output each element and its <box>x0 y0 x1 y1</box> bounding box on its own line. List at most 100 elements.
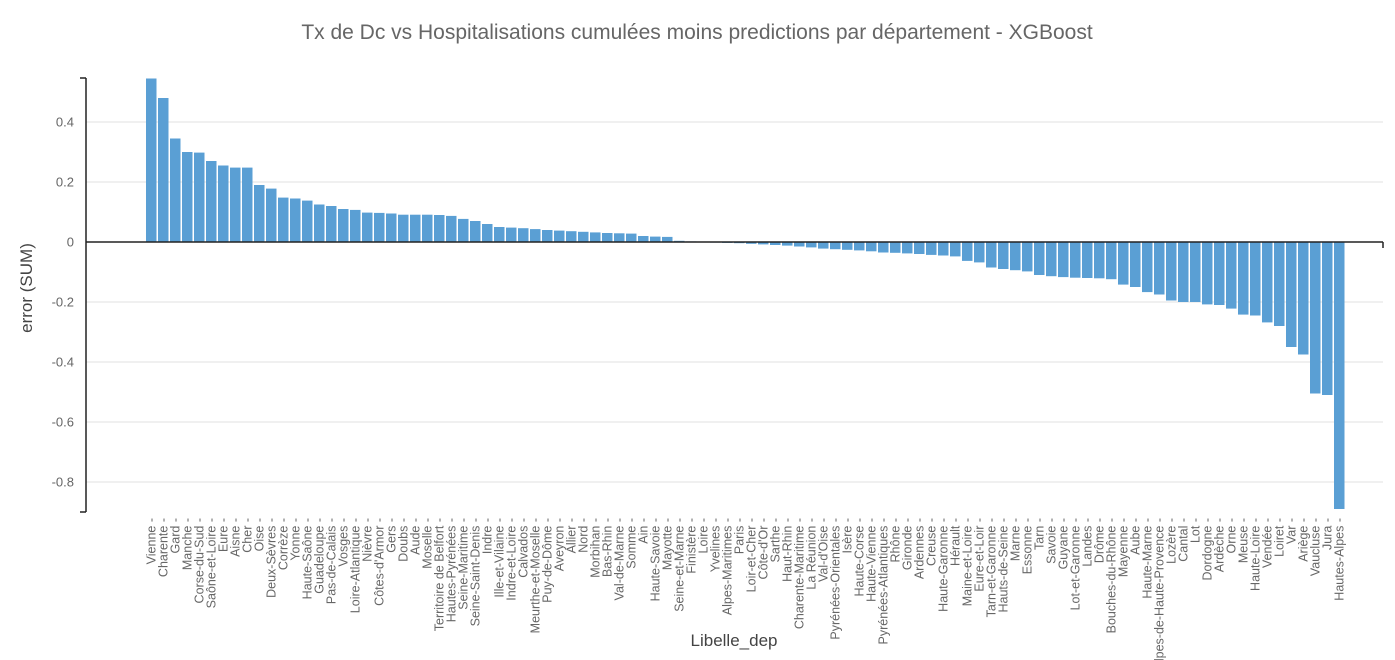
bar[interactable] <box>170 138 181 243</box>
bar[interactable] <box>662 236 673 242</box>
bar[interactable] <box>1178 242 1189 302</box>
bar[interactable] <box>878 242 889 253</box>
bar[interactable] <box>902 242 913 254</box>
bar[interactable] <box>1238 242 1249 315</box>
bar[interactable] <box>290 198 301 243</box>
bar[interactable] <box>746 242 757 244</box>
x-category-label: Savoie - <box>1044 518 1058 564</box>
bar[interactable] <box>914 242 925 254</box>
bar[interactable] <box>1226 242 1237 309</box>
bar[interactable] <box>410 214 421 242</box>
bar[interactable] <box>482 224 493 242</box>
x-category-label: Loiret - <box>1272 518 1286 557</box>
bar[interactable] <box>866 242 877 252</box>
bar[interactable] <box>602 233 613 242</box>
bar[interactable] <box>650 236 661 242</box>
bar[interactable] <box>314 204 325 243</box>
bar[interactable] <box>1034 242 1045 275</box>
bar[interactable] <box>578 231 589 242</box>
bar[interactable] <box>1118 242 1129 285</box>
bar[interactable] <box>374 212 385 242</box>
bar[interactable] <box>1166 242 1177 301</box>
bar[interactable] <box>1058 242 1069 278</box>
bar[interactable] <box>554 230 565 242</box>
bar[interactable] <box>158 98 169 242</box>
bar[interactable] <box>182 152 193 242</box>
bar[interactable] <box>254 185 265 242</box>
bar[interactable] <box>1022 242 1033 272</box>
bar[interactable] <box>242 167 253 242</box>
bar[interactable] <box>938 242 949 256</box>
bar[interactable] <box>1070 242 1081 278</box>
bar[interactable] <box>926 242 937 255</box>
bars <box>146 78 1345 509</box>
x-category-label: Territoire de Belfort - <box>432 518 446 631</box>
bar[interactable] <box>566 231 577 242</box>
bar[interactable] <box>1202 242 1213 305</box>
bar[interactable] <box>758 242 769 245</box>
bar[interactable] <box>998 242 1009 269</box>
bar[interactable] <box>398 214 409 242</box>
bar[interactable] <box>1142 242 1153 293</box>
bar[interactable] <box>1214 242 1225 305</box>
bar[interactable] <box>1310 242 1321 394</box>
bar[interactable] <box>950 242 961 257</box>
bar[interactable] <box>1046 242 1057 277</box>
bar[interactable] <box>806 242 817 248</box>
bar[interactable] <box>854 242 865 251</box>
bar[interactable] <box>266 188 277 242</box>
bar[interactable] <box>1130 242 1141 287</box>
bar[interactable] <box>1322 242 1333 395</box>
bar[interactable] <box>1298 242 1309 355</box>
bar[interactable] <box>338 209 349 242</box>
bar[interactable] <box>494 227 505 242</box>
bar[interactable] <box>1082 242 1093 278</box>
bar[interactable] <box>1334 242 1345 509</box>
bar[interactable] <box>542 230 553 242</box>
bar[interactable] <box>146 78 157 243</box>
bar[interactable] <box>842 242 853 250</box>
bar[interactable] <box>386 213 397 243</box>
bar[interactable] <box>362 212 373 242</box>
bar[interactable] <box>434 215 445 242</box>
bar[interactable] <box>1094 242 1105 279</box>
bar[interactable] <box>350 209 361 242</box>
x-category-label: Dordogne - <box>1200 518 1214 581</box>
bar[interactable] <box>1106 242 1117 280</box>
bar[interactable] <box>986 242 997 268</box>
bar[interactable] <box>962 242 973 261</box>
bar[interactable] <box>770 242 781 245</box>
bar[interactable] <box>1190 242 1201 302</box>
bar[interactable] <box>794 242 805 247</box>
bar[interactable] <box>230 167 241 242</box>
bar[interactable] <box>1154 242 1165 295</box>
bar[interactable] <box>302 200 313 242</box>
bar[interactable] <box>890 242 901 253</box>
bar[interactable] <box>422 214 433 242</box>
bar[interactable] <box>218 165 229 243</box>
bar[interactable] <box>278 197 289 242</box>
bar[interactable] <box>974 242 985 263</box>
bar[interactable] <box>326 206 337 242</box>
bar[interactable] <box>1286 242 1297 347</box>
x-category-label: Pyrénées-Atlantiques - <box>876 518 890 644</box>
bar[interactable] <box>194 152 205 242</box>
bar[interactable] <box>446 215 457 242</box>
bar[interactable] <box>506 227 517 242</box>
bar[interactable] <box>1010 242 1021 271</box>
bar[interactable] <box>638 236 649 242</box>
bar[interactable] <box>206 161 217 242</box>
bar[interactable] <box>590 232 601 242</box>
bar[interactable] <box>530 229 541 242</box>
bar[interactable] <box>830 242 841 250</box>
bar[interactable] <box>518 228 529 242</box>
bar[interactable] <box>614 233 625 242</box>
bar[interactable] <box>782 242 793 246</box>
bar[interactable] <box>626 233 637 242</box>
bar[interactable] <box>470 221 481 242</box>
bar[interactable] <box>818 242 829 249</box>
bar[interactable] <box>1250 242 1261 316</box>
bar[interactable] <box>1274 242 1285 326</box>
bar[interactable] <box>458 218 469 242</box>
bar[interactable] <box>1262 242 1273 323</box>
